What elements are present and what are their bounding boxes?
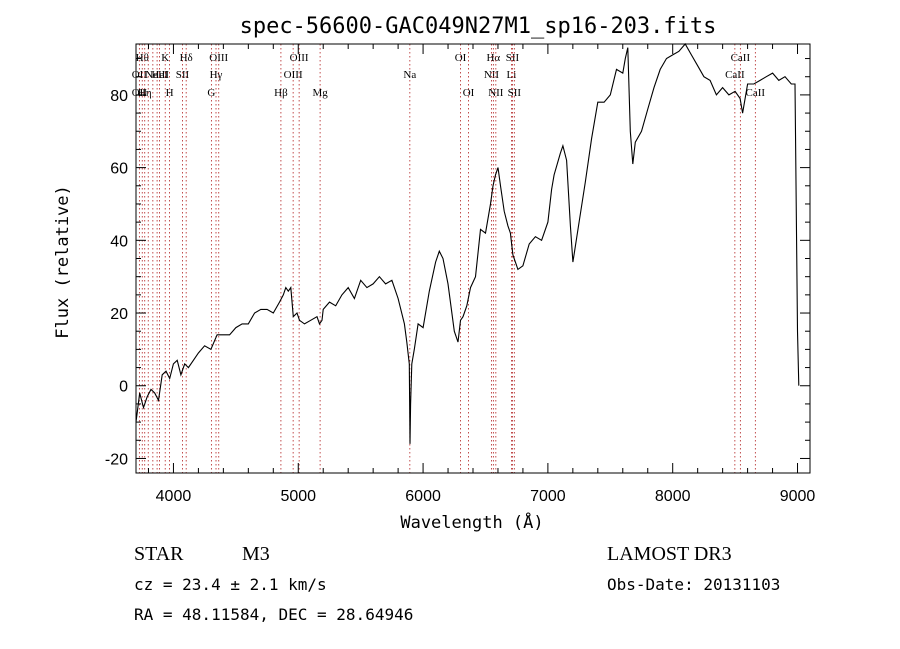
spectral-line-label: SII <box>508 87 522 99</box>
object-type: STAR <box>134 543 184 565</box>
spectral-line-label: Mg <box>312 87 328 99</box>
spectral-line-label: Hθ <box>136 52 149 64</box>
spectral-line-label: K <box>161 52 169 64</box>
spectral-line-label: OIII <box>284 69 303 81</box>
spectral-line-label: Hβ <box>274 87 288 99</box>
spectral-line-label: Li <box>507 69 517 81</box>
spectral-line-label: CaII <box>731 52 751 64</box>
y-tick-label: 0 <box>119 379 128 396</box>
spectral-line-label: NeIII <box>145 69 169 81</box>
y-tick-label: 20 <box>110 306 128 323</box>
spectral-line-label: OIII <box>290 52 309 64</box>
spectral-line-markers: OIIOIIHθHηNeIIIHeIKHSIIHδGHγOIIIHβOIIIOI… <box>132 44 766 473</box>
x-tick-label: 4000 <box>156 488 192 505</box>
spectral-line-label: H <box>166 87 174 99</box>
y-tick-label: 80 <box>110 88 128 105</box>
y-axis-label: Flux (relative) <box>53 185 73 339</box>
spectral-line-label: OIII <box>209 52 228 64</box>
x-axis: 4000 5000 6000 7000 8000 9000 <box>147 44 816 505</box>
spectral-line-label: SII <box>506 52 520 64</box>
plot-frame <box>135 43 811 474</box>
spectral-line-label: G <box>207 87 215 99</box>
spectral-line-label: NII <box>488 87 504 99</box>
spectral-line-label: OI <box>463 87 475 99</box>
x-tick-label: 7000 <box>530 488 566 505</box>
x-tick-label: 6000 <box>405 488 441 505</box>
y-tick-label: 40 <box>110 233 128 250</box>
x-tick-label: 5000 <box>280 488 316 505</box>
spectral-line-label: CaII <box>746 87 766 99</box>
spectrum-series <box>135 43 800 444</box>
spectral-line-label: SII <box>176 69 190 81</box>
spectral-line-label: OI <box>455 52 467 64</box>
spectral-line-label: HeI <box>151 69 168 81</box>
spectral-line-label: Hη <box>138 87 152 99</box>
redshift-value: cz = 23.4 ± 2.1 km/s <box>134 575 327 594</box>
spectral-line-label: Hα <box>486 52 500 64</box>
series-line-flux <box>135 43 800 444</box>
survey-name: LAMOST DR3 <box>607 543 732 565</box>
spectral-line-label: CaII <box>725 69 745 81</box>
object-subclass: M3 <box>242 543 270 565</box>
x-tick-label: 9000 <box>780 488 816 505</box>
spectral-line-label: Hγ <box>210 69 223 81</box>
observation-date: Obs-Date: 20131103 <box>607 575 780 594</box>
chart-title: spec-56600-GAC049N27M1_sp16-203.fits <box>240 14 717 39</box>
x-tick-label: 8000 <box>655 488 691 505</box>
y-axis: -20 0 20 40 60 80 <box>105 58 810 468</box>
spectral-line-label: NII <box>484 69 500 81</box>
coordinates: RA = 48.11584, DEC = 28.64946 <box>134 605 413 624</box>
y-tick-label: 60 <box>110 161 128 178</box>
x-axis-label: Wavelength (Å) <box>400 511 543 533</box>
spectral-line-label: Hδ <box>180 52 193 64</box>
spectral-line-label: Na <box>403 69 416 81</box>
y-tick-label: -20 <box>105 451 128 468</box>
